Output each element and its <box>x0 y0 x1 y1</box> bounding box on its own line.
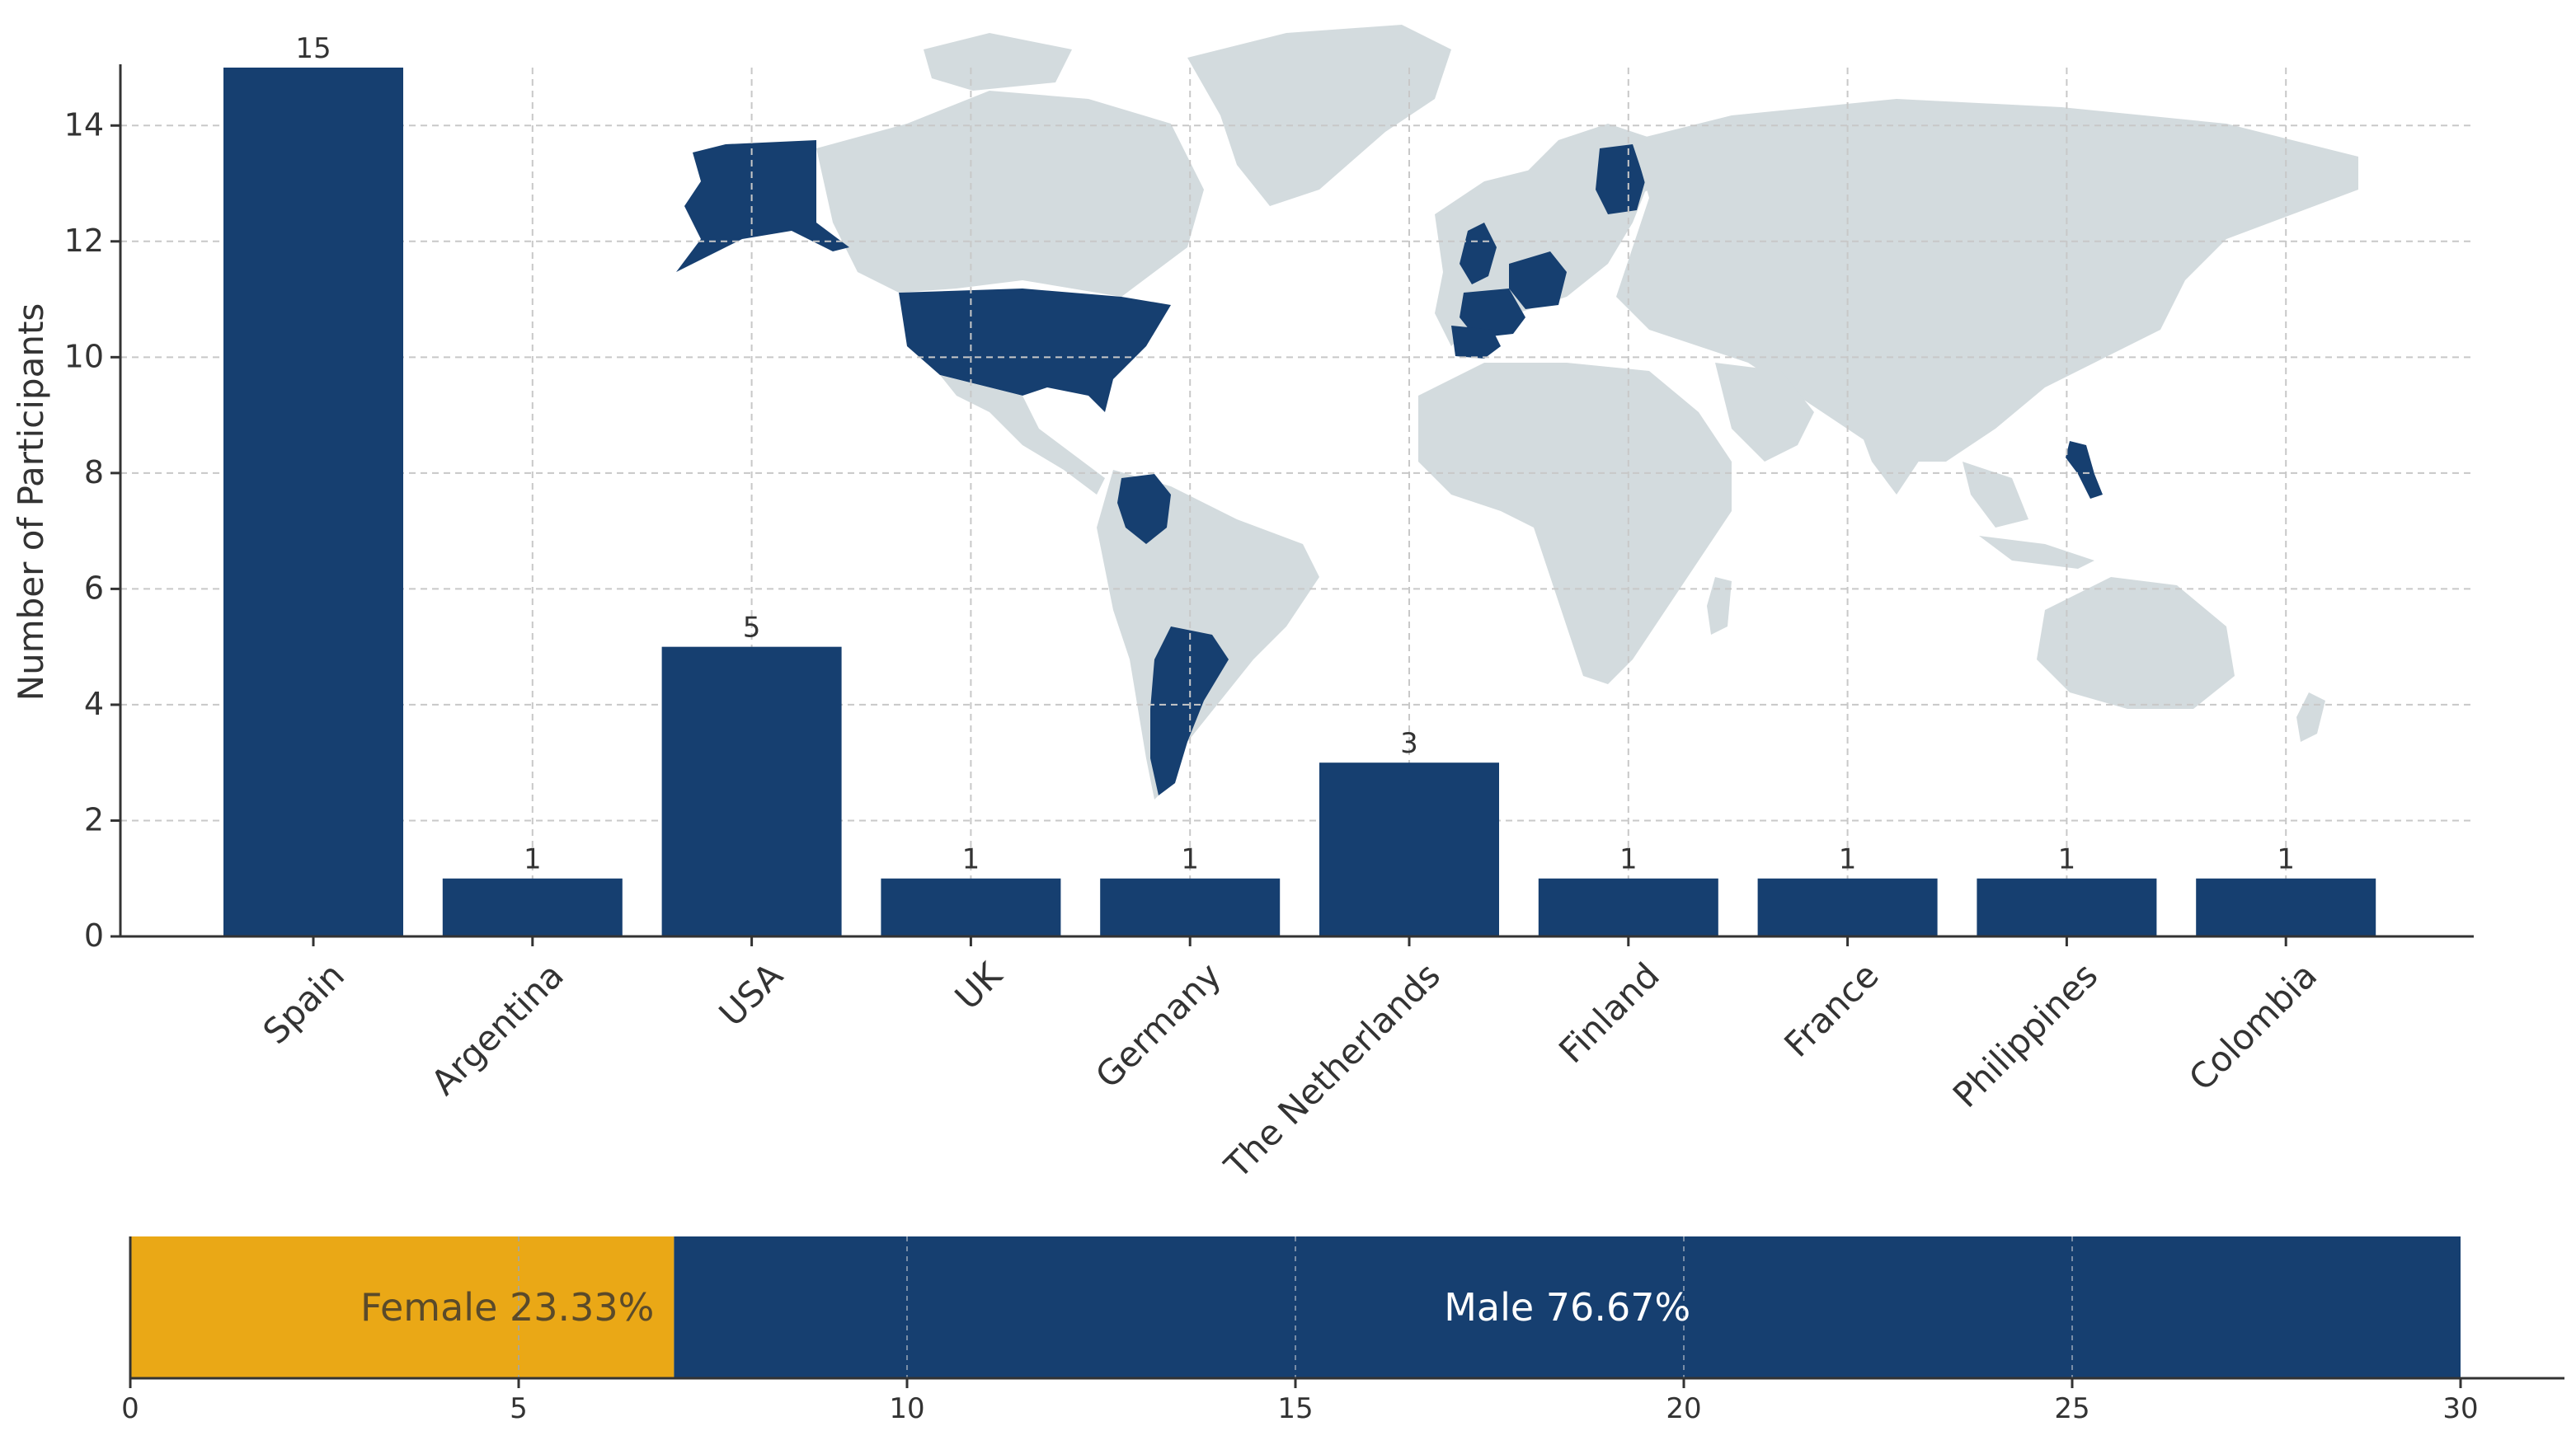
axes-layer: 0 2 4 6 8 10 12 14 <box>64 64 2474 954</box>
y-tick-label: 0 <box>84 917 104 954</box>
data-label: 1 <box>2058 843 2076 876</box>
bar-uk <box>881 878 1061 936</box>
y-tick-label: 8 <box>84 454 104 490</box>
x-tick-label: 10 <box>889 1392 924 1425</box>
y-tick-label: 4 <box>84 686 104 722</box>
segment-label-male: Male 76.67% <box>1444 1285 1690 1330</box>
data-label: 1 <box>1181 843 1199 876</box>
data-label: 1 <box>1839 843 1857 876</box>
x-tick-label: USA <box>712 955 791 1034</box>
bar-colombia <box>2196 878 2376 936</box>
bar-germany <box>1100 878 1281 936</box>
x-tick-label: UK <box>947 954 1011 1017</box>
segment-male <box>674 1236 2461 1378</box>
x-tick-label: Spain <box>255 955 352 1052</box>
x-tick-label: 25 <box>2054 1392 2089 1425</box>
segment-label-female: Female 23.33% <box>360 1285 654 1330</box>
x-tick-label: 15 <box>1277 1392 1313 1425</box>
bar-finland <box>1538 878 1718 936</box>
data-label: 1 <box>962 843 980 876</box>
x-tick-label: Germany <box>1088 955 1229 1096</box>
x-tick-label: 20 <box>1666 1392 1701 1425</box>
bar-france <box>1757 878 1938 936</box>
y-tick-label: 14 <box>64 106 104 143</box>
data-label: 15 <box>295 32 331 65</box>
bar-spain <box>223 68 403 936</box>
bar-argentina <box>442 878 623 936</box>
data-label: 3 <box>1400 727 1418 760</box>
bars-layer <box>223 68 2376 936</box>
bar-philippines <box>1977 878 2157 936</box>
data-label: 1 <box>524 843 542 876</box>
world-map-background <box>676 25 2358 800</box>
segment-female <box>130 1236 675 1378</box>
x-tick-label: 5 <box>510 1392 528 1425</box>
x-tick-label: The Netherlands <box>1216 955 1448 1186</box>
y-tick-label: 12 <box>64 223 104 259</box>
gender-bar-chart: 0 5 10 15 20 25 30 Female 23.33% Male 76.67% <box>121 1236 2564 1425</box>
x-tick-label: Colombia <box>2181 955 2325 1098</box>
bar-the-netherlands <box>1319 762 1499 936</box>
x-tick-label: 30 <box>2442 1392 2478 1425</box>
y-tick-label: 10 <box>64 338 104 374</box>
x-tick-label: France <box>1776 955 1886 1064</box>
x-tick-label: Argentina <box>423 955 571 1103</box>
y-axis-title: Number of Participants <box>11 303 51 701</box>
data-label: 1 <box>2277 843 2295 876</box>
x-tick-label: 0 <box>121 1392 139 1425</box>
data-label: 5 <box>743 612 761 645</box>
bar-usa <box>661 646 842 936</box>
y-tick-label: 6 <box>84 570 104 606</box>
y-tick-label: 2 <box>84 801 104 837</box>
data-label: 1 <box>1619 843 1638 876</box>
x-tick-label: Finland <box>1551 955 1667 1071</box>
x-tick-label: Philippines <box>1945 955 2106 1115</box>
